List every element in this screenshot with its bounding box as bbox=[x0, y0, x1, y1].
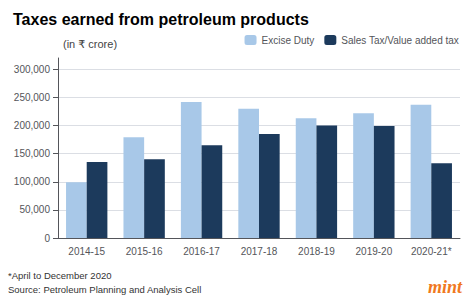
svg-text:100,000: 100,000 bbox=[14, 176, 51, 187]
svg-text:2014-15: 2014-15 bbox=[68, 246, 105, 257]
svg-text:mint: mint bbox=[428, 277, 463, 297]
svg-text:(in ₹ crore): (in ₹ crore) bbox=[63, 38, 117, 50]
svg-text:0: 0 bbox=[44, 233, 50, 244]
svg-text:2016-17: 2016-17 bbox=[183, 246, 220, 257]
svg-text:Excise Duty: Excise Duty bbox=[262, 35, 315, 46]
svg-text:300,000: 300,000 bbox=[14, 64, 51, 75]
svg-text:Source: Petroleum Planning and: Source: Petroleum Planning and Analysis … bbox=[8, 284, 201, 295]
svg-text:50,000: 50,000 bbox=[19, 204, 50, 215]
svg-text:Sales Tax/Value added tax: Sales Tax/Value added tax bbox=[341, 35, 459, 46]
svg-text:2017-18: 2017-18 bbox=[241, 246, 278, 257]
svg-text:200,000: 200,000 bbox=[14, 120, 51, 131]
svg-text:2018-19: 2018-19 bbox=[298, 246, 335, 257]
svg-text:150,000: 150,000 bbox=[14, 148, 51, 159]
svg-text:2015-16: 2015-16 bbox=[126, 246, 163, 257]
svg-text:2020-21*: 2020-21* bbox=[411, 246, 452, 257]
svg-text:250,000: 250,000 bbox=[14, 92, 51, 103]
svg-text:*April to December 2020: *April to December 2020 bbox=[8, 270, 112, 281]
svg-text:2019-20: 2019-20 bbox=[356, 246, 393, 257]
svg-text:Taxes earned from petroleum pr: Taxes earned from petroleum products bbox=[13, 11, 309, 28]
